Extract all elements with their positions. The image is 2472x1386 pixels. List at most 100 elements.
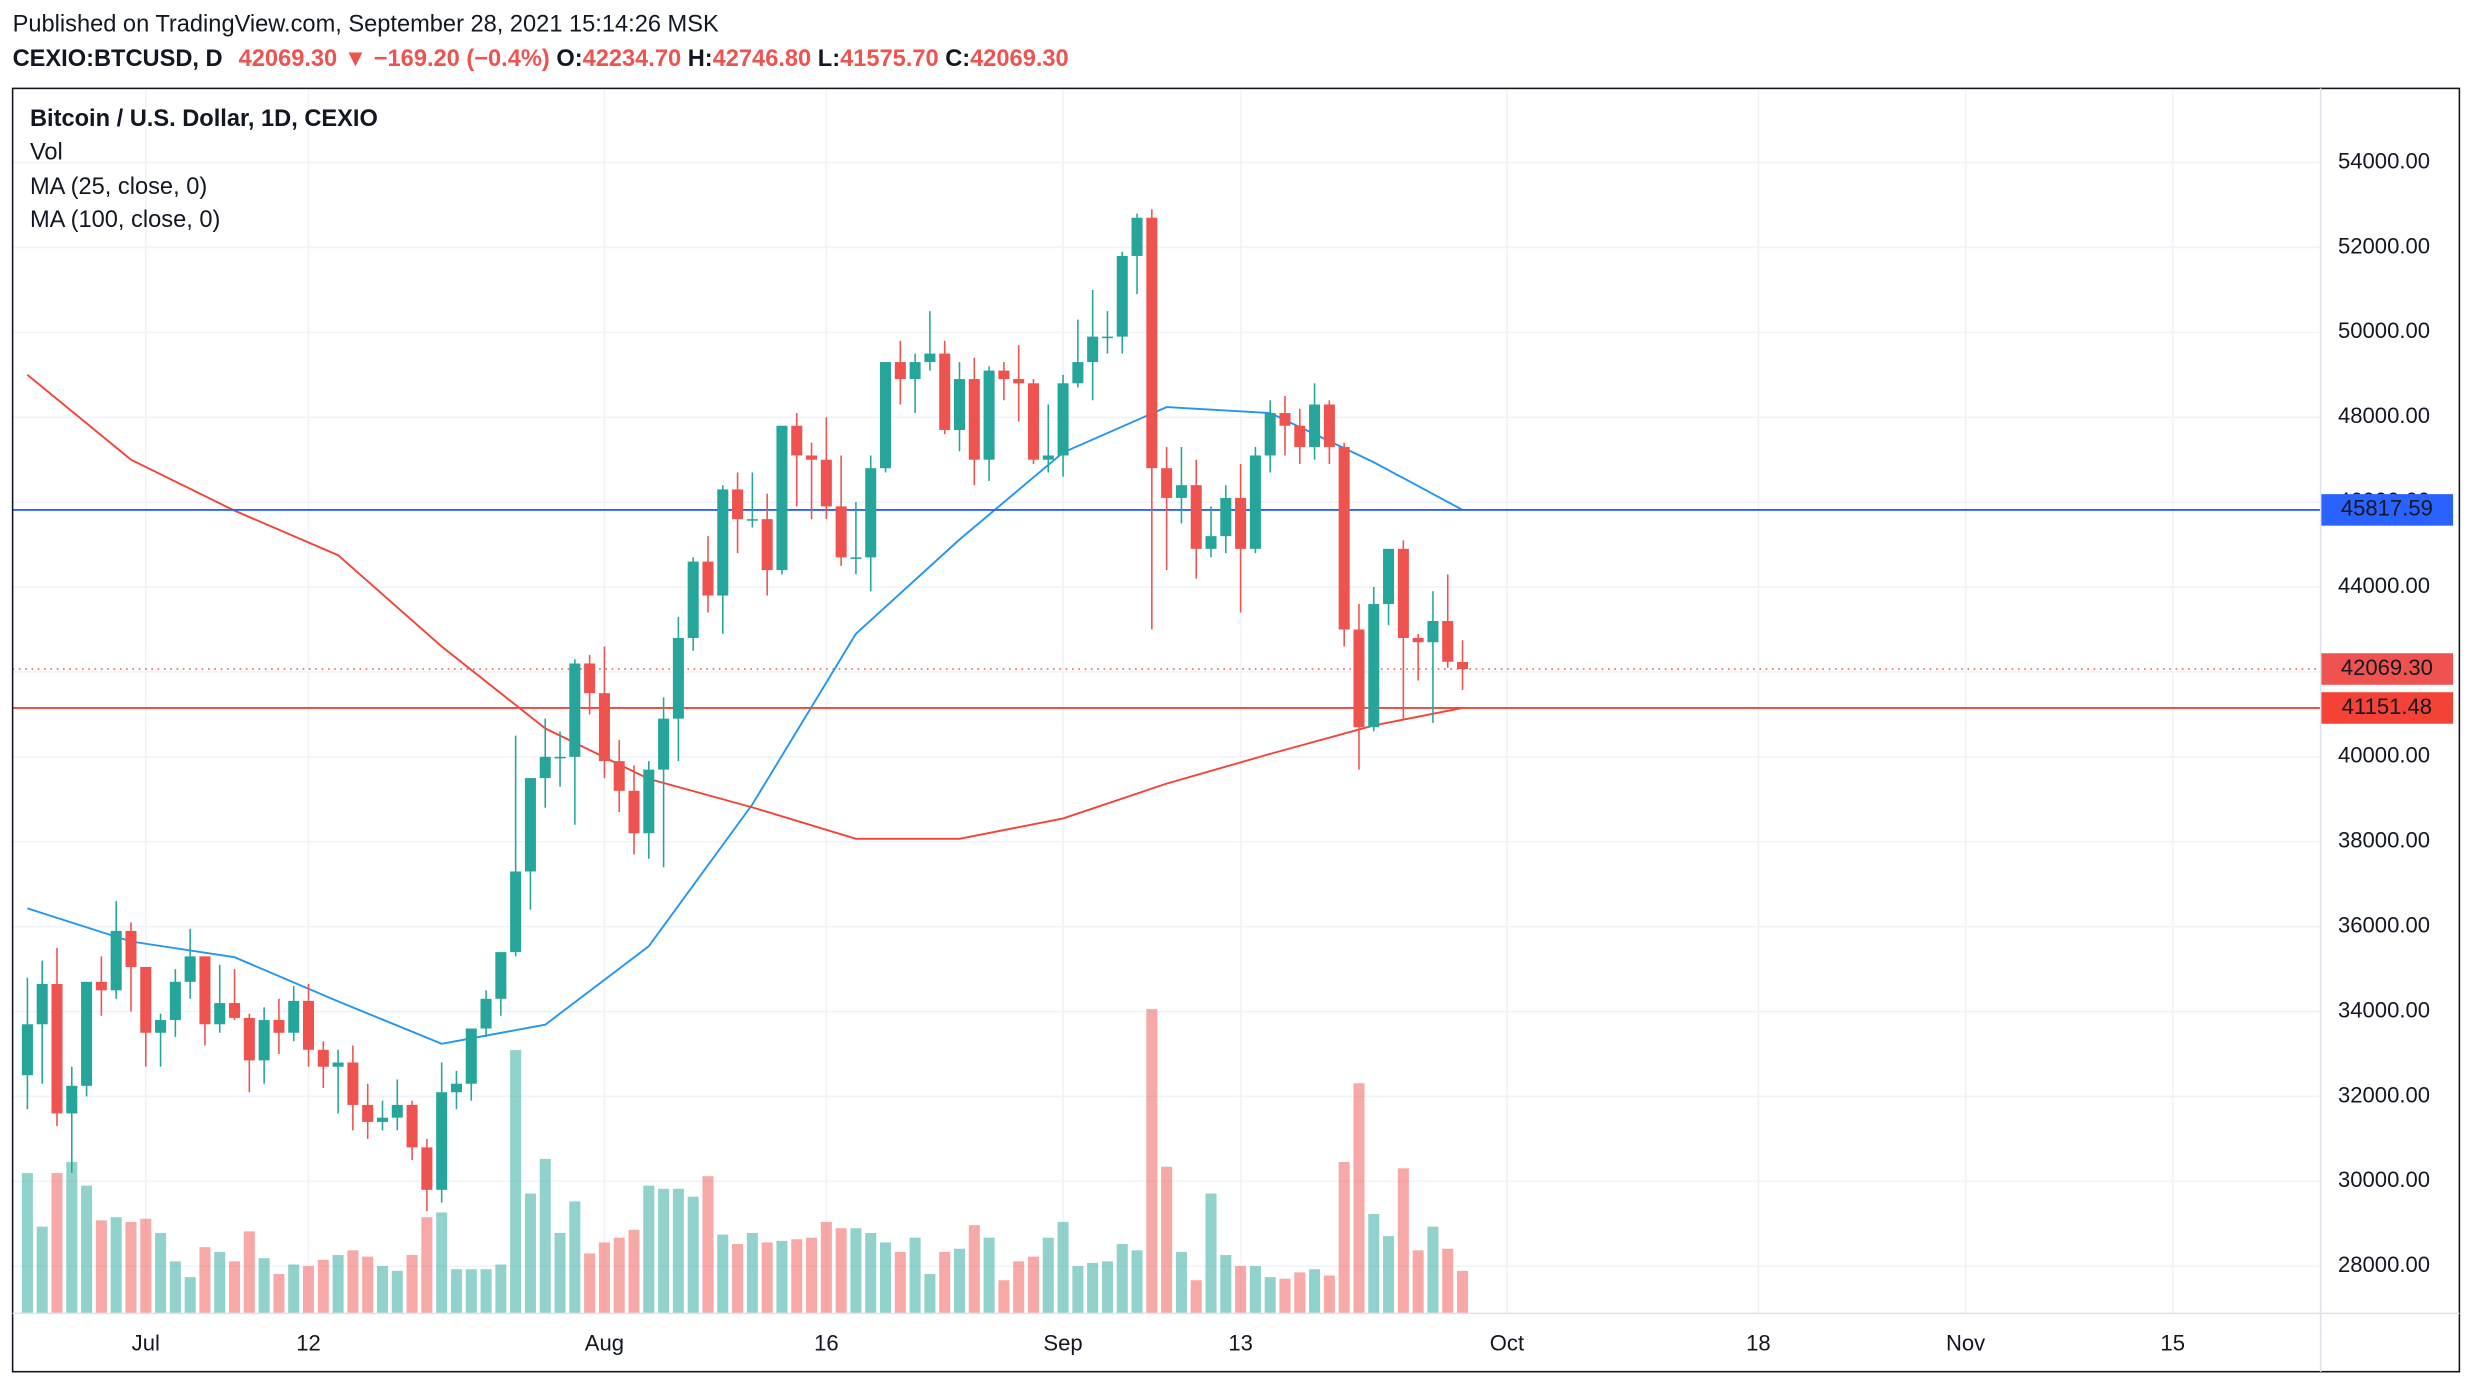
candle-body xyxy=(791,425,803,456)
candle-body xyxy=(687,561,699,638)
candle-body xyxy=(1131,217,1143,256)
volume-bar xyxy=(273,1273,285,1314)
volume-bar xyxy=(1457,1270,1469,1314)
volume-bar xyxy=(584,1253,596,1314)
y-tick-label: 28000.00 xyxy=(2338,1252,2430,1277)
volume-bar xyxy=(1383,1236,1395,1314)
candle-body xyxy=(1175,485,1187,498)
volume-bar xyxy=(184,1277,196,1314)
volume-bar xyxy=(1057,1221,1069,1314)
candle-body xyxy=(1368,604,1380,728)
low: 41575.70 xyxy=(840,46,939,72)
x-tick-label: 15 xyxy=(2160,1331,2185,1356)
candle-body xyxy=(702,561,714,596)
moving-average xyxy=(26,374,1463,840)
price-tag-label: 42069.30 xyxy=(2341,655,2433,680)
candle-body xyxy=(850,557,862,559)
volume-bar xyxy=(21,1173,33,1314)
volume-bar xyxy=(1249,1266,1261,1314)
volume-bar xyxy=(569,1201,581,1314)
volume-bar xyxy=(495,1264,507,1314)
volume-bar xyxy=(776,1240,788,1314)
volume-bar xyxy=(465,1269,477,1314)
volume-bar xyxy=(1397,1168,1409,1314)
candle-body xyxy=(998,370,1010,380)
high-label: H: xyxy=(688,46,713,72)
volume-bar xyxy=(850,1228,862,1314)
candle-body xyxy=(1072,362,1084,384)
volume-bar xyxy=(746,1232,758,1314)
candle-body xyxy=(953,379,966,430)
volume-bar xyxy=(1368,1214,1380,1314)
volume-bar xyxy=(288,1264,300,1314)
volume-bar xyxy=(658,1188,670,1314)
candle-body xyxy=(732,489,744,520)
candle-body xyxy=(450,1083,462,1093)
x-tick-label: 12 xyxy=(296,1331,321,1356)
candle-body xyxy=(125,930,137,967)
volume-bar xyxy=(1042,1237,1054,1314)
candle-body xyxy=(672,637,684,719)
volume-bar xyxy=(421,1217,433,1314)
volume-bar xyxy=(362,1256,374,1314)
volume-bar xyxy=(1264,1277,1276,1314)
volume-bar xyxy=(806,1237,818,1314)
volume-bar xyxy=(1175,1251,1187,1314)
candle-body xyxy=(391,1104,403,1118)
y-tick-label: 40000.00 xyxy=(2338,743,2430,768)
candle-body xyxy=(761,519,773,571)
candle-body xyxy=(1087,336,1099,363)
candle-body xyxy=(746,519,758,521)
volume-bar xyxy=(81,1185,93,1314)
candle-body xyxy=(776,425,788,571)
volume-bar xyxy=(317,1259,329,1314)
volume-bar xyxy=(376,1266,389,1314)
y-tick-label: 38000.00 xyxy=(2338,828,2430,853)
candle-body xyxy=(21,1024,33,1076)
volume-bar xyxy=(968,1225,980,1314)
candle-body xyxy=(317,1049,329,1067)
price-tag-label: 41151.48 xyxy=(2342,694,2432,719)
candle-body xyxy=(717,489,729,596)
volume-bar xyxy=(791,1239,803,1314)
candle-body xyxy=(1353,629,1365,728)
candle-body xyxy=(1457,661,1469,670)
volume-bar xyxy=(924,1273,936,1314)
volume-bar xyxy=(480,1269,492,1314)
volume-bar xyxy=(332,1255,344,1314)
volume-bar xyxy=(939,1251,951,1314)
volume-bar xyxy=(347,1250,359,1314)
volume-bar xyxy=(613,1237,625,1314)
candle-body xyxy=(658,718,670,770)
x-tick-label: 18 xyxy=(1746,1331,1771,1356)
volume-bar xyxy=(1235,1266,1247,1314)
volume-bar xyxy=(835,1228,847,1314)
arrow: ▼ xyxy=(344,46,367,72)
candle-body xyxy=(155,1020,167,1033)
volume-bar xyxy=(1072,1266,1084,1314)
candle-body xyxy=(258,1020,270,1061)
close-label: C: xyxy=(945,46,970,72)
low-label: L: xyxy=(818,46,840,72)
volume-bar xyxy=(258,1258,270,1314)
volume xyxy=(21,1009,1469,1314)
candle-body xyxy=(243,1017,255,1061)
candle-body xyxy=(569,663,581,757)
candle-body xyxy=(1146,217,1158,469)
volume-bar xyxy=(998,1280,1010,1314)
volume-bar xyxy=(1323,1275,1335,1314)
candle-body xyxy=(214,1003,226,1025)
candle-body xyxy=(273,1020,285,1033)
candle-body xyxy=(628,790,640,834)
volume-bar xyxy=(1087,1262,1099,1314)
volume-bar xyxy=(820,1221,832,1314)
candle-body xyxy=(1279,413,1291,426)
y-tick-label: 32000.00 xyxy=(2338,1082,2430,1107)
volume-bar xyxy=(672,1188,684,1314)
volume-bar xyxy=(598,1242,610,1314)
quote-line: CEXIO:BTCUSD, D 42069.30 ▼ −169.20 (−0.4… xyxy=(13,46,1069,72)
candle-body xyxy=(140,966,152,1033)
candle-body xyxy=(1294,425,1306,447)
price-tag xyxy=(2320,692,2454,724)
